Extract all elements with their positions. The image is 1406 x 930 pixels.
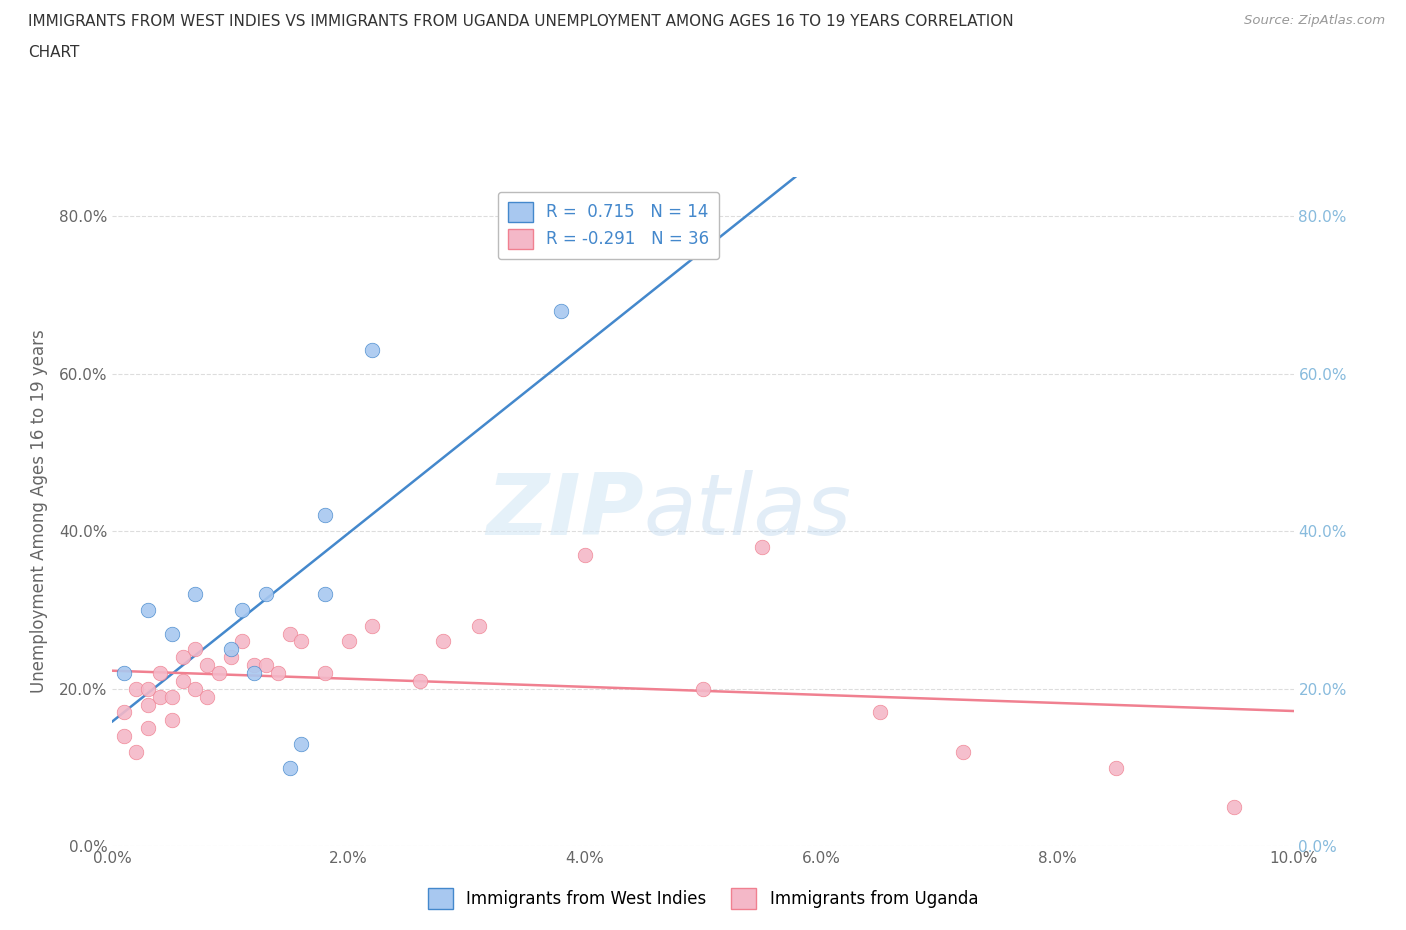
Point: [219, 642, 242, 657]
Point: [432, 634, 454, 649]
Point: [243, 658, 266, 672]
Text: CHART: CHART: [28, 45, 80, 60]
Point: [361, 342, 384, 357]
Text: ZIP: ZIP: [486, 470, 644, 553]
Point: [550, 303, 572, 318]
Point: [952, 744, 974, 759]
Point: [136, 721, 159, 736]
Point: [136, 682, 159, 697]
Point: [195, 689, 218, 704]
Point: [160, 712, 183, 727]
Point: [278, 626, 301, 641]
Point: [231, 634, 253, 649]
Point: [160, 626, 183, 641]
Point: [184, 682, 207, 697]
Point: [136, 603, 159, 618]
Point: [751, 539, 773, 554]
Point: [254, 658, 277, 672]
Point: [112, 666, 135, 681]
Point: [267, 666, 290, 681]
Text: Source: ZipAtlas.com: Source: ZipAtlas.com: [1244, 14, 1385, 27]
Point: [361, 618, 384, 633]
Point: [692, 682, 714, 697]
Point: [112, 728, 135, 743]
Point: [467, 618, 489, 633]
Legend: Immigrants from West Indies, Immigrants from Uganda: Immigrants from West Indies, Immigrants …: [419, 880, 987, 917]
Point: [290, 737, 312, 751]
Point: [184, 587, 207, 602]
Text: IMMIGRANTS FROM WEST INDIES VS IMMIGRANTS FROM UGANDA UNEMPLOYMENT AMONG AGES 16: IMMIGRANTS FROM WEST INDIES VS IMMIGRANT…: [28, 14, 1014, 29]
Text: atlas: atlas: [644, 470, 852, 553]
Point: [195, 658, 218, 672]
Point: [1105, 760, 1128, 775]
Point: [1223, 800, 1246, 815]
Point: [231, 603, 253, 618]
Point: [337, 634, 360, 649]
Point: [290, 634, 312, 649]
Y-axis label: Unemployment Among Ages 16 to 19 years: Unemployment Among Ages 16 to 19 years: [30, 329, 48, 694]
Point: [160, 689, 183, 704]
Legend: R =  0.715   N = 14, R = -0.291   N = 36: R = 0.715 N = 14, R = -0.291 N = 36: [498, 192, 720, 259]
Point: [208, 666, 231, 681]
Point: [869, 705, 891, 720]
Point: [172, 673, 194, 688]
Point: [278, 760, 301, 775]
Point: [314, 508, 336, 523]
Point: [149, 689, 172, 704]
Point: [125, 744, 148, 759]
Point: [112, 705, 135, 720]
Point: [136, 698, 159, 712]
Point: [172, 650, 194, 665]
Point: [254, 587, 277, 602]
Point: [184, 642, 207, 657]
Point: [574, 548, 596, 563]
Point: [243, 666, 266, 681]
Point: [314, 587, 336, 602]
Point: [149, 666, 172, 681]
Point: [314, 666, 336, 681]
Point: [408, 673, 430, 688]
Point: [125, 682, 148, 697]
Point: [219, 650, 242, 665]
